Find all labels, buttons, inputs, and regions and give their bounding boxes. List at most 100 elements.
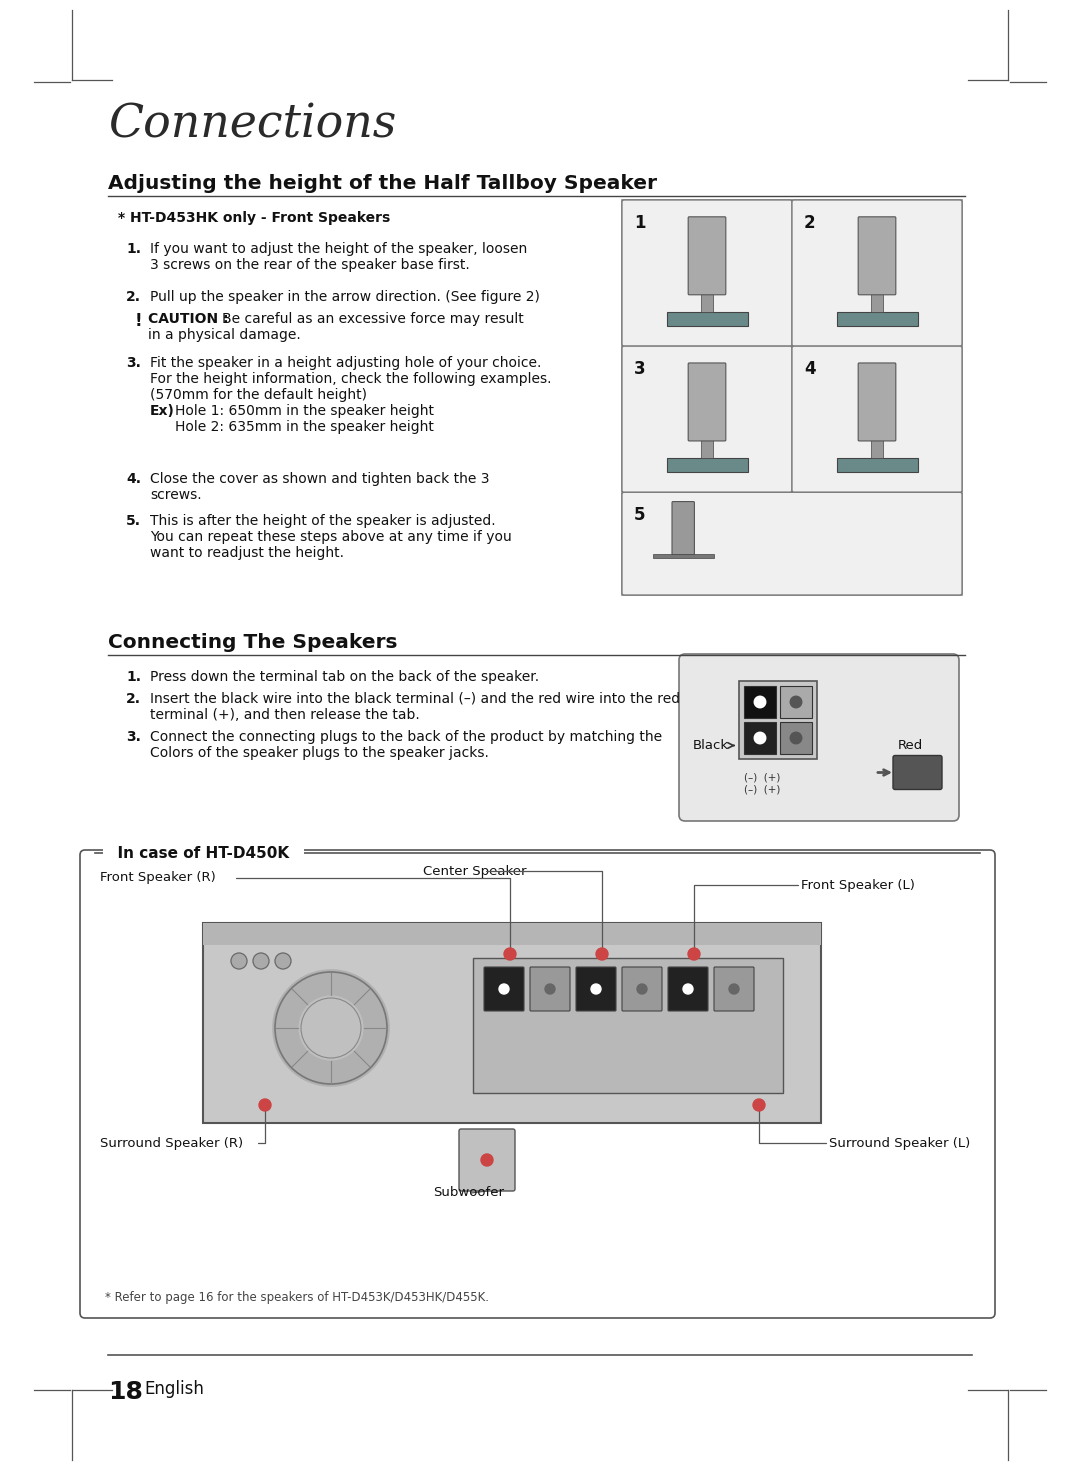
Circle shape — [299, 996, 363, 1060]
Text: Adjusting the height of the Half Tallboy Speaker: Adjusting the height of the Half Tallboy… — [108, 174, 657, 193]
Bar — [666, 312, 747, 325]
Text: (570mm for the default height): (570mm for the default height) — [150, 388, 367, 403]
Text: (–)  (+): (–) (+) — [744, 785, 781, 793]
Text: English: English — [144, 1381, 204, 1398]
Text: Center Speaker: Center Speaker — [423, 865, 527, 877]
Text: 1.: 1. — [126, 671, 141, 684]
Text: Fit the speaker in a height adjusting hole of your choice.: Fit the speaker in a height adjusting ho… — [150, 356, 541, 370]
Text: want to readjust the height.: want to readjust the height. — [150, 546, 345, 561]
Text: 1.: 1. — [126, 242, 141, 256]
Circle shape — [683, 984, 693, 994]
Bar — [473, 957, 783, 1094]
Circle shape — [754, 732, 766, 744]
Circle shape — [791, 697, 801, 707]
Bar — [744, 722, 777, 754]
Bar — [837, 312, 918, 325]
Text: Insert the black wire into the black terminal (–) and the red wire into the red
: Insert the black wire into the black ter… — [150, 692, 680, 722]
Bar — [701, 395, 714, 458]
Text: !: ! — [135, 312, 143, 329]
Text: Surround Speaker (L): Surround Speaker (L) — [829, 1136, 970, 1149]
FancyBboxPatch shape — [622, 346, 792, 492]
FancyBboxPatch shape — [459, 1129, 515, 1192]
Circle shape — [791, 732, 801, 744]
FancyBboxPatch shape — [484, 968, 524, 1012]
Circle shape — [259, 1099, 271, 1111]
Circle shape — [253, 953, 269, 969]
Bar — [744, 687, 777, 717]
Text: Press down the terminal tab on the back of the speaker.: Press down the terminal tab on the back … — [150, 671, 539, 684]
Text: Subwoofer: Subwoofer — [433, 1186, 504, 1199]
Circle shape — [754, 697, 766, 707]
Text: Front Speaker (R): Front Speaker (R) — [100, 871, 216, 884]
Text: 3: 3 — [634, 360, 646, 378]
FancyBboxPatch shape — [859, 363, 895, 441]
Text: 4.: 4. — [126, 471, 141, 486]
FancyBboxPatch shape — [688, 217, 726, 294]
Text: Surround Speaker (R): Surround Speaker (R) — [100, 1136, 243, 1149]
FancyBboxPatch shape — [622, 492, 962, 594]
Text: If you want to adjust the height of the speaker, loosen: If you want to adjust the height of the … — [150, 242, 527, 256]
FancyBboxPatch shape — [792, 201, 962, 346]
FancyBboxPatch shape — [530, 968, 570, 1012]
FancyBboxPatch shape — [859, 217, 895, 294]
Bar — [780, 687, 812, 717]
Bar — [203, 922, 821, 944]
Circle shape — [637, 984, 647, 994]
Bar — [870, 395, 883, 458]
Text: Pull up the speaker in the arrow direction. (See figure 2): Pull up the speaker in the arrow directi… — [150, 290, 540, 305]
Circle shape — [545, 984, 555, 994]
Bar — [780, 722, 812, 754]
Text: 2: 2 — [804, 214, 815, 231]
Circle shape — [729, 984, 739, 994]
FancyBboxPatch shape — [739, 681, 816, 758]
Circle shape — [504, 949, 516, 960]
Text: 2.: 2. — [126, 692, 141, 706]
Text: CAUTION :: CAUTION : — [148, 312, 229, 326]
FancyBboxPatch shape — [80, 851, 995, 1318]
Bar — [652, 553, 714, 558]
Text: 3.: 3. — [126, 731, 140, 744]
Text: * Refer to page 16 for the speakers of HT-D453K/D453HK/D455K.: * Refer to page 16 for the speakers of H… — [105, 1291, 489, 1304]
Circle shape — [499, 984, 509, 994]
FancyBboxPatch shape — [893, 755, 942, 789]
Text: Close the cover as shown and tighten back the 3: Close the cover as shown and tighten bac… — [150, 471, 489, 486]
FancyBboxPatch shape — [688, 363, 726, 441]
FancyBboxPatch shape — [672, 502, 694, 555]
Circle shape — [753, 1099, 765, 1111]
Text: in a physical damage.: in a physical damage. — [148, 328, 300, 343]
Text: Red: Red — [897, 739, 923, 752]
Text: 3 screws on the rear of the speaker base first.: 3 screws on the rear of the speaker base… — [150, 258, 470, 272]
FancyBboxPatch shape — [622, 968, 662, 1012]
Text: 1: 1 — [634, 214, 646, 231]
Text: 4: 4 — [804, 360, 815, 378]
FancyBboxPatch shape — [679, 654, 959, 821]
Circle shape — [231, 953, 247, 969]
Text: 2.: 2. — [126, 290, 141, 305]
Bar — [701, 249, 714, 312]
Circle shape — [275, 953, 291, 969]
Circle shape — [688, 949, 700, 960]
Text: (–)  (+): (–) (+) — [744, 772, 781, 782]
Text: Ex): Ex) — [150, 404, 175, 419]
Text: This is after the height of the speaker is adjusted.: This is after the height of the speaker … — [150, 514, 496, 529]
Bar — [666, 458, 747, 471]
Circle shape — [591, 984, 600, 994]
Text: You can repeat these steps above at any time if you: You can repeat these steps above at any … — [150, 530, 512, 545]
Text: Connections: Connections — [108, 102, 396, 148]
Text: Hole 1: 650mm in the speaker height: Hole 1: 650mm in the speaker height — [175, 404, 434, 419]
Circle shape — [273, 971, 389, 1086]
Bar — [870, 249, 883, 312]
Text: * HT-D453HK only - Front Speakers: * HT-D453HK only - Front Speakers — [118, 211, 390, 225]
Text: Be careful as an excessive force may result: Be careful as an excessive force may res… — [222, 312, 524, 326]
Bar — [203, 922, 821, 1123]
Text: Black: Black — [693, 739, 729, 752]
Text: Hole 2: 635mm in the speaker height: Hole 2: 635mm in the speaker height — [175, 420, 434, 433]
Bar — [837, 458, 918, 471]
Text: 5.: 5. — [126, 514, 141, 529]
Text: Connect the connecting plugs to the back of the product by matching the
Colors o: Connect the connecting plugs to the back… — [150, 731, 662, 760]
Text: For the height information, check the following examples.: For the height information, check the fo… — [150, 372, 552, 386]
FancyBboxPatch shape — [622, 201, 792, 346]
FancyBboxPatch shape — [576, 968, 616, 1012]
FancyBboxPatch shape — [714, 968, 754, 1012]
Text: Connecting The Speakers: Connecting The Speakers — [108, 632, 397, 651]
